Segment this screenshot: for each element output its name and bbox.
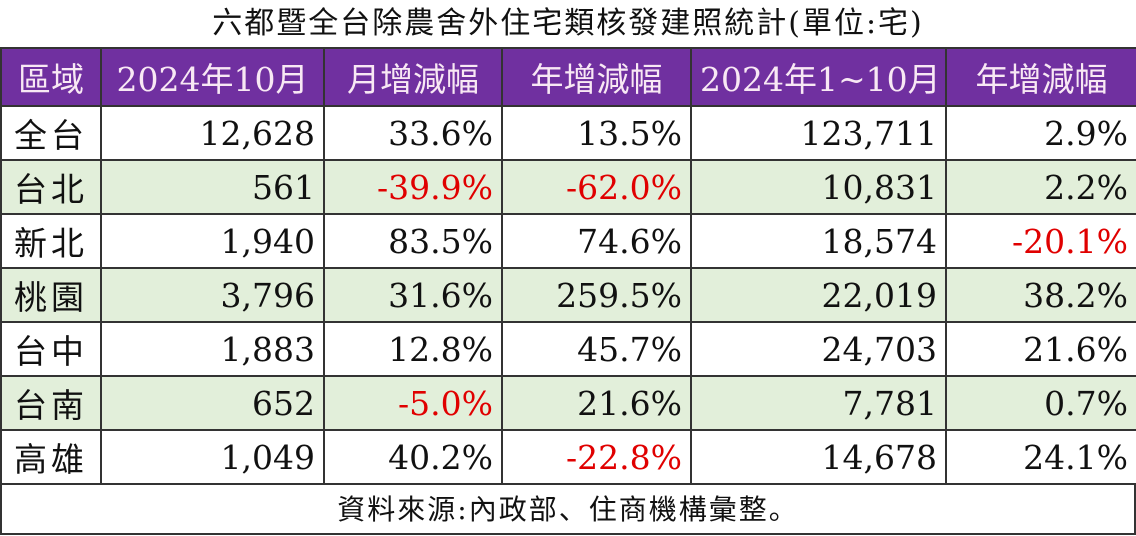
value-cell: 24,703 xyxy=(690,321,947,377)
value-cell: 1,049 xyxy=(100,429,325,485)
value-cell: 2.2% xyxy=(945,159,1136,215)
column-header: 月增減幅 xyxy=(323,47,503,107)
value-cell: 1,940 xyxy=(100,213,325,269)
value-cell: 13.5% xyxy=(501,105,692,161)
region-cell: 桃園 xyxy=(0,267,102,323)
value-cell: 123,711 xyxy=(690,105,947,161)
region-cell: 高雄 xyxy=(0,429,102,485)
table-row: 桃園 3,796 31.6% 259.5% 22,019 38.2% xyxy=(0,267,1136,323)
table-row: 台南 652 -5.0% 21.6% 7,781 0.7% xyxy=(0,375,1136,431)
value-cell: 1,883 xyxy=(100,321,325,377)
value-cell: 0.7% xyxy=(945,375,1136,431)
value-cell: 561 xyxy=(100,159,325,215)
column-header: 2024年1~10月 xyxy=(690,47,947,107)
value-cell: 7,781 xyxy=(690,375,947,431)
table-row: 台中 1,883 12.8% 45.7% 24,703 21.6% xyxy=(0,321,1136,377)
value-cell: 14,678 xyxy=(690,429,947,485)
column-header: 年增減幅 xyxy=(501,47,692,107)
value-cell: -20.1% xyxy=(945,213,1136,269)
column-header: 區域 xyxy=(0,47,102,107)
value-cell: 652 xyxy=(100,375,325,431)
value-cell: 21.6% xyxy=(945,321,1136,377)
value-cell: 3,796 xyxy=(100,267,325,323)
table-row: 高雄 1,049 40.2% -22.8% 14,678 24.1% xyxy=(0,429,1136,485)
header-row: 區域 2024年10月 月增減幅 年增減幅 2024年1~10月 年增減幅 xyxy=(0,47,1136,107)
value-cell: 10,831 xyxy=(690,159,947,215)
value-cell: 74.6% xyxy=(501,213,692,269)
value-cell: 40.2% xyxy=(323,429,503,485)
value-cell: 33.6% xyxy=(323,105,503,161)
value-cell: 12.8% xyxy=(323,321,503,377)
value-cell: 12,628 xyxy=(100,105,325,161)
region-cell: 新北 xyxy=(0,213,102,269)
table-row: 全台 12,628 33.6% 13.5% 123,711 2.9% xyxy=(0,105,1136,161)
value-cell: -22.8% xyxy=(501,429,692,485)
table-row: 台北 561 -39.9% -62.0% 10,831 2.2% xyxy=(0,159,1136,215)
region-cell: 台北 xyxy=(0,159,102,215)
value-cell: 22,019 xyxy=(690,267,947,323)
value-cell: -62.0% xyxy=(501,159,692,215)
building-permit-table: 區域 2024年10月 月增減幅 年增減幅 2024年1~10月 年增減幅 全台 12,62… xyxy=(0,47,1136,485)
column-header: 2024年10月 xyxy=(100,47,325,107)
value-cell: -39.9% xyxy=(323,159,503,215)
value-cell: 31.6% xyxy=(323,267,503,323)
source-note: 資料來源:內政部、住商機構彙整。 xyxy=(0,485,1136,535)
value-cell: -5.0% xyxy=(323,375,503,431)
value-cell: 18,574 xyxy=(690,213,947,269)
region-cell: 台中 xyxy=(0,321,102,377)
value-cell: 83.5% xyxy=(323,213,503,269)
column-header: 年增減幅 xyxy=(945,47,1136,107)
region-cell: 台南 xyxy=(0,375,102,431)
value-cell: 24.1% xyxy=(945,429,1136,485)
value-cell: 21.6% xyxy=(501,375,692,431)
region-cell: 全台 xyxy=(0,105,102,161)
value-cell: 38.2% xyxy=(945,267,1136,323)
table-row: 新北 1,940 83.5% 74.6% 18,574 -20.1% xyxy=(0,213,1136,269)
value-cell: 259.5% xyxy=(501,267,692,323)
value-cell: 45.7% xyxy=(501,321,692,377)
table-title: 六都暨全台除農舍外住宅類核發建照統計(單位:宅) xyxy=(212,6,924,41)
value-cell: 2.9% xyxy=(945,105,1136,161)
